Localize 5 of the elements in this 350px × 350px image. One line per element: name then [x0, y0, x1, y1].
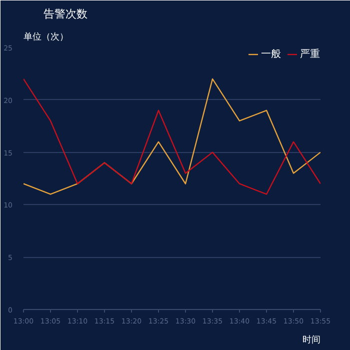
legend-label: 严重: [300, 48, 320, 61]
x-axis-title: 时间: [302, 334, 320, 346]
y-axis-title: 单位（次）: [24, 32, 68, 42]
legend-label: 一般: [261, 48, 281, 61]
chart-title: 告警次数: [44, 8, 88, 20]
